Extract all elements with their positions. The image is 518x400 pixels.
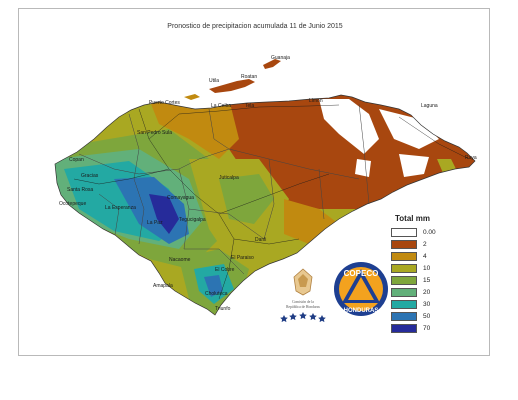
legend-label: 4 xyxy=(423,253,427,260)
place-triunfo: Triunfo xyxy=(215,306,231,312)
place-tela: Tela xyxy=(245,103,254,109)
svg-text:HONDURAS: HONDURAS xyxy=(344,308,379,314)
legend-label: 15 xyxy=(423,277,431,284)
place-puerto-cortes: Puerto Cortes xyxy=(149,100,180,106)
bay-islands xyxy=(184,59,281,100)
legend-swatch xyxy=(391,228,417,237)
place-la-esperanza: La Esperanza xyxy=(105,205,136,211)
place-sps: San Pedro Sula xyxy=(137,130,172,136)
legend-swatch xyxy=(391,312,417,321)
map-figure-frame: Pronostico de precipitacion acumulada 11… xyxy=(18,8,490,356)
legend-item-6: 30 xyxy=(391,299,471,310)
legend-item-1: 2 xyxy=(391,239,471,250)
place-choluteca: Choluteca xyxy=(205,291,228,297)
legend: Total mm 0.00 2 4 10 15 20 30 50 70 xyxy=(391,214,471,335)
legend-label: 0.00 xyxy=(423,229,436,236)
place-ocotepeque: Ocotepeque xyxy=(59,201,86,207)
legend-item-7: 50 xyxy=(391,311,471,322)
legend-swatch xyxy=(391,300,417,309)
legend-label: 2 xyxy=(423,241,427,248)
place-santa-rosa: Santa Rosa xyxy=(67,187,93,193)
legend-label: 30 xyxy=(423,301,431,308)
legend-swatch xyxy=(391,252,417,261)
legend-label: 20 xyxy=(423,289,431,296)
place-la-paz: La Paz xyxy=(147,220,163,226)
map-title: Pronostico de precipitacion acumulada 11… xyxy=(167,23,343,30)
legend-label: 70 xyxy=(423,325,431,332)
place-copan: Copan xyxy=(69,157,84,163)
place-la-ceiba: La Ceiba xyxy=(211,103,231,109)
place-laguna: Laguna xyxy=(421,103,438,109)
legend-swatch xyxy=(391,276,417,285)
place-raya: Raya xyxy=(465,155,477,161)
legend-swatch xyxy=(391,288,417,297)
copeco-logo: COPECO HONDURAS xyxy=(333,261,389,317)
place-nacaome: Nacaome xyxy=(169,257,191,263)
svg-text:República de Honduras: República de Honduras xyxy=(286,305,320,309)
place-danli: Danli xyxy=(255,237,266,243)
place-comayagua: Comayagua xyxy=(167,195,194,201)
government-seal-logo: Comisión de la República de Honduras xyxy=(274,265,332,331)
place-gracias: Gracias xyxy=(81,173,99,179)
legend-item-2: 4 xyxy=(391,251,471,262)
place-guanaja: Guanaja xyxy=(271,55,290,61)
svg-text:COPECO: COPECO xyxy=(344,269,379,278)
legend-title: Total mm xyxy=(395,214,430,223)
legend-item-0: 0.00 xyxy=(391,227,471,238)
place-amapala: Amapala xyxy=(153,283,173,289)
place-juticalpa: Juticalpa xyxy=(219,175,239,181)
place-utila: Utila xyxy=(209,78,219,84)
svg-text:Comisión de la: Comisión de la xyxy=(292,300,314,304)
place-labels: Guanaja Utila Roatan La Ceiba Tela Limon… xyxy=(59,55,477,312)
legend-label: 10 xyxy=(423,265,431,272)
legend-item-8: 70 xyxy=(391,323,471,334)
place-el-cobre: El Cobre xyxy=(215,267,235,273)
legend-swatch xyxy=(391,324,417,333)
legend-swatch xyxy=(391,264,417,273)
legend-swatch xyxy=(391,240,417,249)
place-tegucigalpa: Tegucigalpa xyxy=(179,217,206,223)
place-el-paraiso: El Paraiso xyxy=(231,255,254,261)
place-limon: Limon xyxy=(309,98,323,104)
legend-item-4: 15 xyxy=(391,275,471,286)
legend-item-5: 20 xyxy=(391,287,471,298)
road-network xyxy=(73,104,470,300)
legend-item-3: 10 xyxy=(391,263,471,274)
place-roatan: Roatan xyxy=(241,74,257,80)
legend-label: 50 xyxy=(423,313,431,320)
